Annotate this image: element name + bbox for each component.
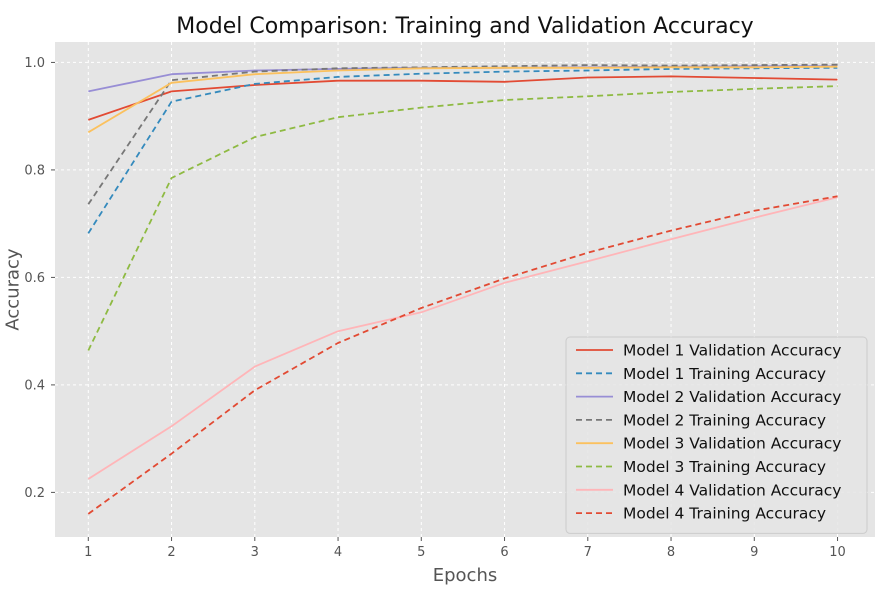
legend-label: Model 3 Validation Accuracy	[623, 435, 841, 453]
series-lines	[87, 63, 838, 515]
y-axis-label: Accuracy	[2, 248, 23, 331]
x-tick-label: 6	[500, 545, 508, 560]
grid	[55, 42, 875, 537]
x-tick-label: 1	[84, 545, 92, 560]
x-tick-label: 3	[251, 545, 259, 560]
x-tick-label: 7	[584, 545, 592, 560]
x-axis-ticks: 1 2 3 4 5 6 7 8 9 10	[84, 537, 846, 560]
x-tick-label: 5	[417, 545, 425, 560]
legend-label: Model 4 Training Accuracy	[623, 505, 826, 523]
legend: Model 1 Validation Accuracy Model 1 Train…	[565, 336, 868, 534]
x-tick-label: 4	[334, 545, 342, 560]
series-line-7	[87, 196, 838, 480]
legend-label: Model 2 Validation Accuracy	[623, 388, 841, 406]
legend-box	[565, 336, 868, 534]
x-tick-label: 2	[167, 545, 175, 560]
y-tick-label: 1.0	[24, 56, 45, 71]
series-line-4	[87, 63, 838, 205]
chart-title: Model Comparison: Training and Validatio…	[176, 14, 753, 39]
series-line-5	[87, 65, 838, 134]
legend-label: Model 4 Validation Accuracy	[623, 481, 841, 499]
series-line-8	[87, 195, 838, 515]
legend-label: Model 1 Validation Accuracy	[623, 342, 841, 360]
legend-label: Model 2 Training Accuracy	[623, 411, 826, 429]
series-line-6	[87, 85, 838, 351]
y-tick-label: 0.4	[24, 378, 45, 393]
x-axis-label: Epochs	[433, 565, 498, 586]
y-tick-label: 0.8	[24, 163, 45, 178]
x-tick-label: 8	[667, 545, 675, 560]
legend-label: Model 3 Training Accuracy	[623, 458, 826, 476]
y-tick-label: 0.6	[24, 271, 45, 286]
y-axis-ticks: 0.2 0.4 0.6 0.8 1.0	[24, 56, 55, 501]
y-tick-label: 0.2	[24, 486, 45, 501]
legend-label: Model 1 Training Accuracy	[623, 365, 826, 383]
x-tick-label: 9	[750, 545, 758, 560]
series-line-1	[88, 75, 838, 121]
x-tick-label: 10	[829, 545, 846, 560]
